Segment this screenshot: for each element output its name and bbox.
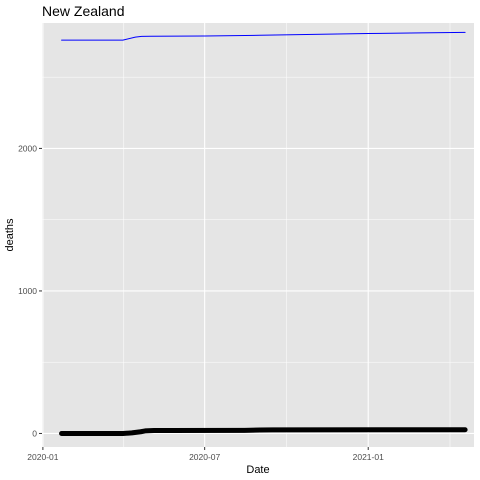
y-tick-labels: 0 1000 2000 xyxy=(18,143,37,438)
chart-title: New Zealand xyxy=(42,3,125,19)
y-axis-title: deaths xyxy=(4,218,16,252)
axis-ticks xyxy=(39,147,369,450)
x-axis-title: Date xyxy=(246,464,269,476)
y-tick-label: 1000 xyxy=(18,286,37,296)
x-tick-labels: 2020-01 2020-07 2021-01 xyxy=(27,452,384,462)
major-gridlines xyxy=(42,23,474,447)
series-line-2 xyxy=(59,427,468,436)
plot-panel xyxy=(42,23,474,447)
y-tick-label: 0 xyxy=(32,428,37,438)
x-tick-label: 2021-01 xyxy=(353,452,384,462)
minor-gridlines xyxy=(42,23,474,447)
series-layer xyxy=(59,31,468,436)
x-tick-label: 2020-07 xyxy=(189,452,220,462)
series-line-1 xyxy=(61,31,466,41)
x-tick-label: 2020-01 xyxy=(27,452,58,462)
y-tick-label: 2000 xyxy=(18,143,37,153)
